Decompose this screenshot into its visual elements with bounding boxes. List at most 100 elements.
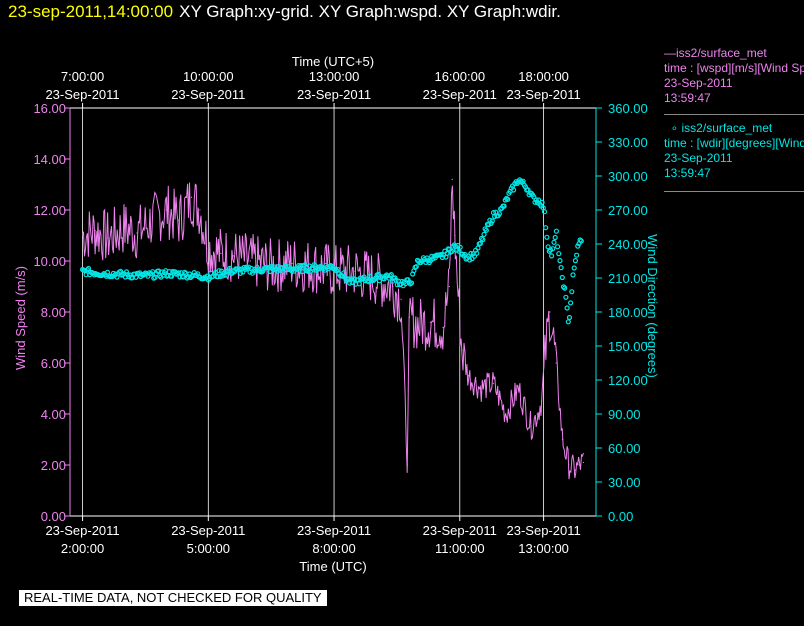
axes-layer: 23-Sep-2011 2:00:00 7:00:00 23-Sep-2011 23-S… [13, 54, 660, 574]
x-tick-label-date: 23-Sep-2011 [423, 523, 497, 538]
y-left-axis-title: Wind Speed (m/s) [13, 266, 28, 370]
top-tick-label-date: 23-Sep-2011 [297, 87, 371, 102]
wind-direction-point [562, 285, 568, 291]
y-right-tick-label: 270.00 [608, 203, 648, 218]
wind-speed-point [568, 464, 570, 466]
wind-direction-point [510, 187, 517, 193]
wind-speed-point [540, 400, 543, 402]
top-tick-label-date: 23-Sep-2011 [507, 87, 581, 102]
wind-direction-point [551, 239, 557, 245]
wind-speed-point [123, 227, 126, 229]
wind-direction-point [539, 199, 545, 205]
y-right-tick-label: 300.00 [608, 169, 648, 184]
wind-speed-point [549, 311, 551, 313]
y-right-tick-label: 150.00 [608, 339, 648, 354]
wind-direction-point [477, 240, 483, 247]
wind-speed-point [354, 270, 356, 272]
legend-separator [664, 114, 804, 115]
wind-direction-point [573, 252, 580, 258]
top-tick-label-time: 10:00:00 [183, 69, 234, 84]
wind-direction-point [571, 265, 577, 271]
quality-disclaimer: REAL-TIME DATA, NOT CHECKED FOR QUALITY [19, 590, 327, 606]
wind-direction-point [300, 263, 307, 269]
top-axis-title: Time (UTC+5) [292, 54, 374, 69]
wind-direction-point [311, 262, 317, 268]
wind-direction-point [424, 255, 430, 261]
wind-direction-point [356, 281, 362, 287]
wind-direction-point [544, 234, 550, 240]
top-tick-label-date: 23-Sep-2011 [171, 87, 245, 102]
wind-direction-point [564, 305, 570, 311]
wind-direction-point [483, 227, 489, 233]
header-datetime: 23-sep-2011,14:00:00 [8, 2, 174, 21]
x-tick-label-time: 5:00:00 [187, 541, 230, 556]
y-right-tick-label: 30.00 [608, 475, 641, 490]
y-right-tick-label: 360.00 [608, 101, 648, 116]
wind-direction-point [501, 203, 507, 209]
y-left-tick-label: 16.00 [33, 101, 66, 116]
wind-direction-point [553, 228, 560, 234]
wind-direction-point [548, 253, 555, 259]
wind-speed-point [199, 209, 201, 211]
wind-direction-point [335, 266, 341, 273]
wind-direction-point [305, 268, 311, 274]
wind-speed-point [451, 178, 453, 180]
wind-direction-point [505, 196, 511, 202]
wind-speed-point [545, 349, 547, 351]
y-right-tick-label: 90.00 [608, 407, 641, 422]
y-right-axis-title: Wind Direction (degrees) [645, 234, 660, 378]
wind-speed-point [582, 461, 585, 464]
legend-wdir-time: 13:59:47 [664, 166, 711, 180]
wind-speed-point [555, 362, 557, 364]
y-right-tick-label: 210.00 [608, 271, 648, 286]
wind-speed-point [149, 222, 151, 224]
wind-speed-point [165, 209, 167, 211]
y-right-tick-label: 0.00 [608, 509, 633, 524]
wind-direction-point [533, 197, 539, 203]
y-left-tick-label: 8.00 [41, 305, 66, 320]
x-tick-label-time: 11:00:00 [435, 541, 485, 556]
top-tick-label-date: 23-Sep-2011 [423, 87, 497, 102]
wind-speed-point [178, 219, 180, 221]
top-tick-label-date: 23-Sep-2011 [45, 87, 119, 102]
x-tick-label-time: 13:00:00 [518, 541, 569, 556]
legend-wdir-date: 23-Sep-2011 [664, 151, 733, 165]
wind-speed-point [400, 298, 402, 300]
wind-direction-point [413, 264, 419, 270]
legend-wspd-source: —iss2/surface_met [664, 46, 767, 60]
wind-direction-point [227, 265, 233, 271]
wind-direction-point [449, 248, 455, 254]
wind-direction-point [578, 238, 584, 244]
y-left-tick-label: 14.00 [33, 152, 66, 167]
wind-speed-point [578, 464, 580, 466]
wind-direction-point [569, 289, 575, 295]
wind-direction-point [85, 265, 92, 272]
wind-direction-point [220, 273, 226, 279]
wind-direction-point [552, 234, 558, 241]
wind-direction-point [541, 209, 548, 215]
wind-speed-point [454, 234, 456, 237]
wind-direction-point [215, 274, 221, 280]
top-tick-label-time: 18:00:00 [518, 69, 569, 84]
wind-speed-point [232, 255, 235, 257]
wind-direction-point [123, 269, 130, 275]
wind-speed-point [530, 426, 532, 428]
grid-layer [82, 108, 545, 516]
top-tick-label-time: 13:00:00 [309, 69, 360, 84]
y-left-tick-label: 10.00 [33, 254, 66, 269]
wind-speed-point [94, 229, 96, 231]
x-axis-title: Time (UTC) [299, 559, 366, 574]
wind-speed-point [392, 285, 394, 288]
wind-direction-point [554, 244, 561, 250]
wind-direction-point [457, 244, 463, 250]
wind-direction-point [481, 231, 487, 237]
y-right-tick-label: 120.00 [608, 373, 648, 388]
wind-speed-point [408, 316, 411, 318]
top-tick-label-time: 16:00:00 [434, 69, 485, 84]
wind-direction-point [563, 294, 569, 300]
x-tick-label-date: 23-Sep-2011 [45, 523, 119, 538]
wind-speed-point [406, 464, 408, 466]
wind-direction-point [302, 262, 308, 268]
wind-direction-point [341, 270, 347, 276]
